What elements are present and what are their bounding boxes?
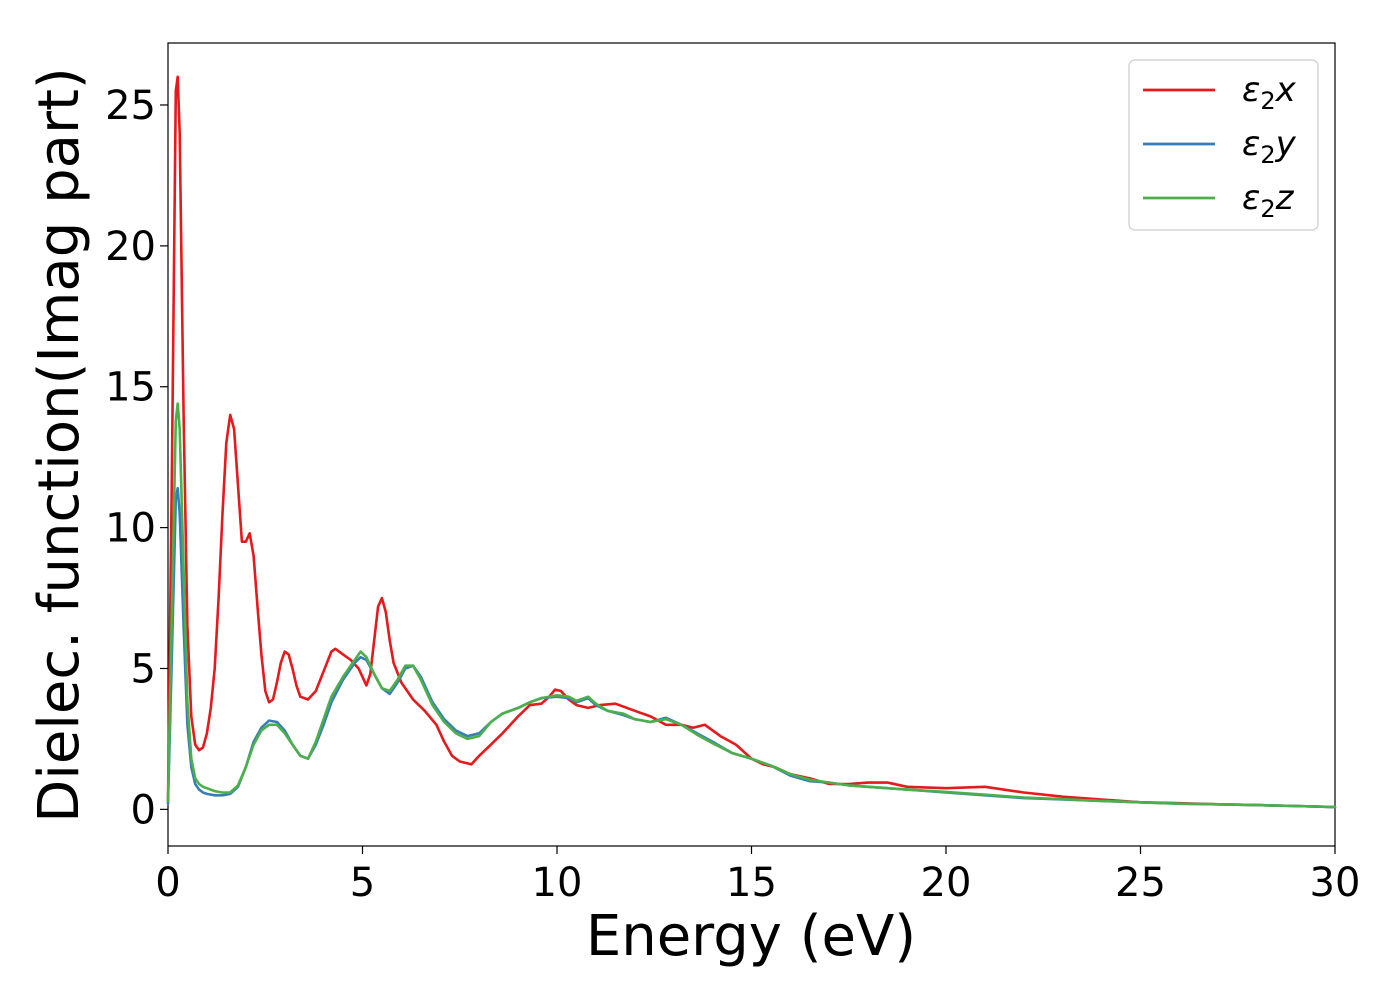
legend-box: [1128, 59, 1319, 231]
x-tick-label: 5: [350, 860, 375, 906]
y-tick-label: 15: [105, 365, 156, 411]
x-tick-label: 0: [155, 860, 180, 906]
y-tick-label: 5: [131, 646, 156, 692]
series-line-z-2: [166, 402, 1337, 809]
series-layer: [166, 75, 1337, 809]
x-tick-label: 15: [726, 860, 777, 906]
y-tick-label: 0: [131, 787, 156, 833]
x-tick-label: 30: [1310, 860, 1361, 906]
legend-label: ε2y: [1242, 124, 1297, 169]
legend: ε2x ε2y ε2z: [1128, 59, 1319, 231]
x-axis-label: Energy (eV): [586, 904, 916, 969]
x-ticks: 0 5 10 15 20 25 30: [155, 846, 1360, 906]
legend-label: ε2x: [1242, 70, 1297, 115]
y-ticks: 0 5 10 15 20 25: [105, 83, 168, 833]
y-tick-label: 20: [105, 224, 156, 270]
legend-label: ε2z: [1242, 178, 1295, 223]
y-tick-label: 10: [105, 506, 156, 552]
x-tick-label: 10: [532, 860, 583, 906]
y-axis-label: Dielec. function(Imag part): [27, 67, 92, 823]
x-tick-label: 25: [1115, 860, 1166, 906]
x-tick-label: 20: [921, 860, 972, 906]
y-tick-label: 25: [105, 83, 156, 129]
